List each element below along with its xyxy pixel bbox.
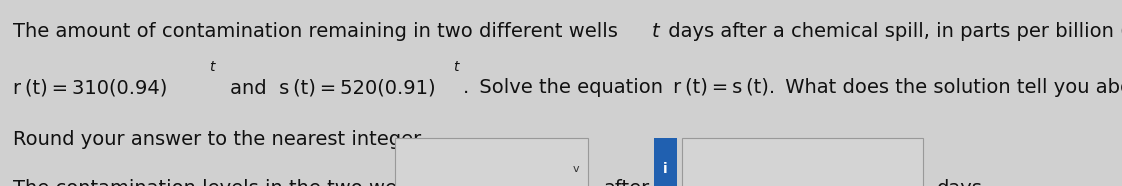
- FancyBboxPatch shape: [682, 138, 923, 186]
- Text: t: t: [652, 22, 660, 41]
- Text: after: after: [604, 179, 650, 186]
- Text: The contamination levels in the two wells are: The contamination levels in the two well…: [13, 179, 457, 186]
- Text: days after a chemical spill, in parts per billion (ppb), is given by: days after a chemical spill, in parts pe…: [662, 22, 1122, 41]
- Text: t: t: [209, 60, 214, 73]
- Text: and  s (t) = 520(0.91): and s (t) = 520(0.91): [220, 78, 435, 97]
- Text: .  Solve the equation  r (t) = s (t).  What does the solution tell you about the: . Solve the equation r (t) = s (t). What…: [463, 78, 1122, 97]
- Text: v: v: [572, 164, 579, 174]
- Text: Round your answer to the nearest integer.: Round your answer to the nearest integer…: [13, 130, 426, 149]
- Text: t: t: [453, 60, 459, 73]
- Text: days.: days.: [937, 179, 988, 186]
- Text: r (t) = 310(0.94): r (t) = 310(0.94): [13, 78, 168, 97]
- FancyBboxPatch shape: [654, 138, 677, 186]
- FancyBboxPatch shape: [395, 138, 588, 186]
- Text: The amount of contamination remaining in two different wells: The amount of contamination remaining in…: [13, 22, 625, 41]
- Text: i: i: [663, 162, 668, 176]
